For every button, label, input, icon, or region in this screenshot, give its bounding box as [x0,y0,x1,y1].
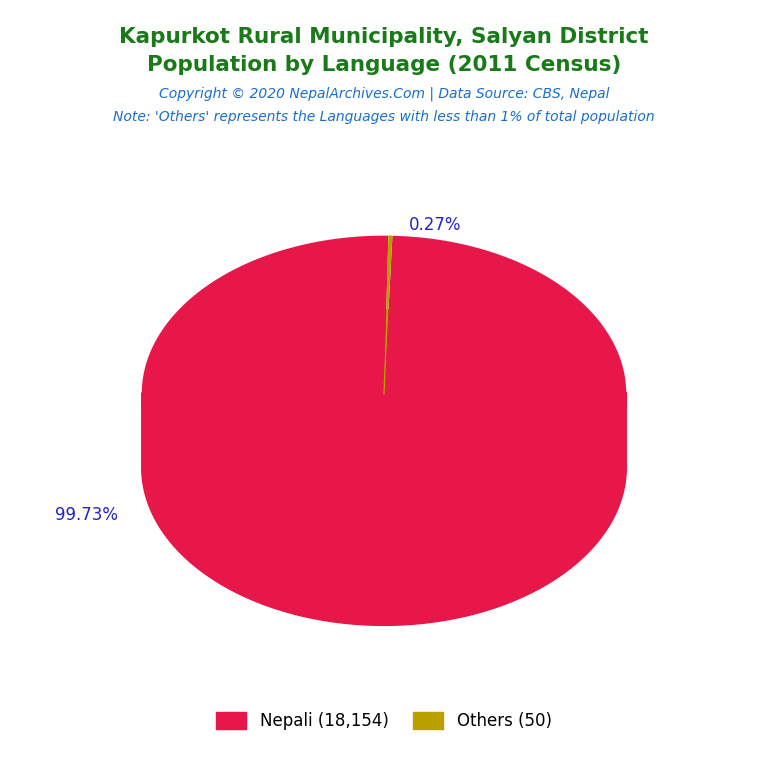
Polygon shape [142,392,626,625]
Text: Population by Language (2011 Census): Population by Language (2011 Census) [147,55,621,75]
Polygon shape [384,236,392,394]
Text: Kapurkot Rural Municipality, Salyan District: Kapurkot Rural Municipality, Salyan Dist… [119,27,649,47]
Legend: Nepali (18,154), Others (50): Nepali (18,154), Others (50) [210,705,558,737]
Ellipse shape [142,310,626,625]
Text: Copyright © 2020 NepalArchives.Com | Data Source: CBS, Nepal: Copyright © 2020 NepalArchives.Com | Dat… [159,86,609,101]
Text: 0.27%: 0.27% [409,216,462,234]
Text: 99.73%: 99.73% [55,506,118,524]
Polygon shape [142,236,626,551]
Text: Note: 'Others' represents the Languages with less than 1% of total population: Note: 'Others' represents the Languages … [113,110,655,124]
